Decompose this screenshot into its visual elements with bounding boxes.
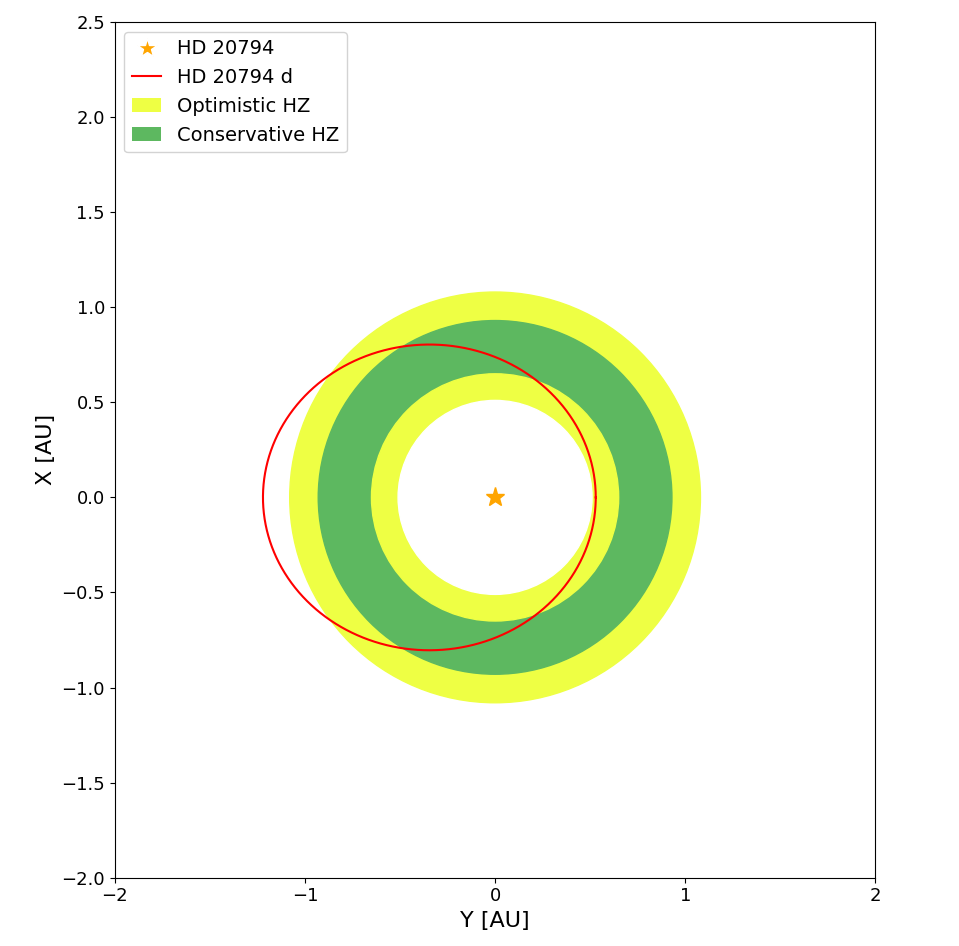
Legend: HD 20794, HD 20794 d, Optimistic HZ, Conservative HZ: HD 20794, HD 20794 d, Optimistic HZ, Con… [125, 32, 347, 152]
Circle shape [318, 321, 672, 674]
Circle shape [290, 292, 700, 703]
Circle shape [398, 400, 592, 594]
X-axis label: Y [AU]: Y [AU] [460, 911, 530, 931]
Y-axis label: X [AU]: X [AU] [35, 414, 56, 485]
Circle shape [371, 374, 619, 621]
